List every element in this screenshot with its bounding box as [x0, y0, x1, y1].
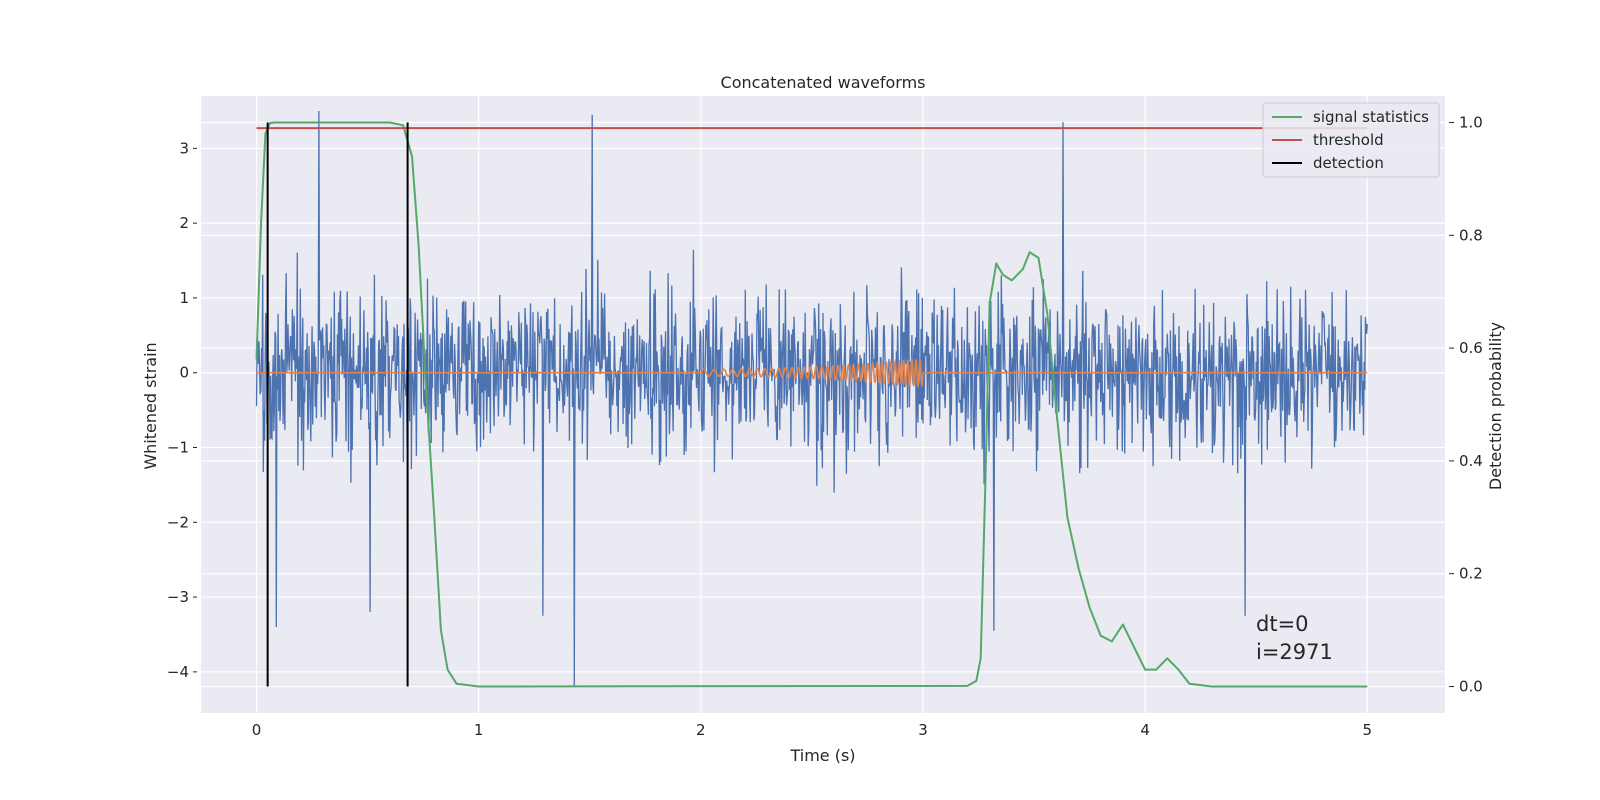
y-tick-label: −2 — [167, 513, 189, 531]
y-tick-label: 1 — [179, 289, 189, 307]
annotation-dt: dt=0 — [1256, 612, 1309, 636]
x-tick-label: 0 — [252, 721, 262, 739]
y2-axis-label: Detection probability — [1486, 322, 1505, 490]
y-tick-label: 3 — [179, 139, 189, 157]
legend: signal statistics threshold detection — [1262, 102, 1440, 178]
strain-noise-series — [255, 110, 1368, 687]
y-tick-label: 2 — [179, 214, 189, 232]
tick-labels: 0 1 2 3 4 5 −4 −3 −2 −1 0 1 2 3 0.0 0.2 0.4 0.6 0.8 1.0 — [167, 114, 1483, 739]
legend-box — [1262, 102, 1440, 178]
y2-tick-label: 0.4 — [1459, 452, 1483, 470]
x-tick-label: 4 — [1140, 721, 1150, 739]
y2-tick-label: 0.8 — [1459, 226, 1483, 244]
y-tick-label: −3 — [167, 588, 189, 606]
y2-tick-label: 1.0 — [1459, 114, 1483, 132]
y2-tick-label: 0.0 — [1459, 677, 1483, 695]
injected-chirp-series — [256, 357, 1368, 389]
y-tick-label: −1 — [167, 439, 189, 457]
legend-label-detection: detection — [1313, 154, 1384, 172]
detection-series — [255, 121, 1368, 688]
x-tick-label: 5 — [1362, 721, 1372, 739]
x-tick-label: 3 — [918, 721, 928, 739]
strain-noise-line — [255, 110, 1368, 687]
x-axis-label: Time (s) — [789, 746, 855, 765]
annotation-index: i=2971 — [1256, 640, 1333, 664]
y-tick-label: 0 — [179, 364, 189, 382]
x-tick-label: 1 — [474, 721, 484, 739]
legend-label-threshold: threshold — [1313, 131, 1384, 149]
y-axis-label: Whitened strain — [141, 342, 160, 469]
y2-tick-label: 0.6 — [1459, 339, 1483, 357]
chart-title: Concatenated waveforms — [721, 73, 926, 92]
y-tick-label: −4 — [167, 663, 189, 681]
y2-tick-label: 0.2 — [1459, 565, 1483, 583]
legend-label-signal-statistics: signal statistics — [1313, 108, 1429, 126]
signal-statistics-line — [255, 121, 1368, 688]
x-tick-label: 2 — [696, 721, 706, 739]
injected-chirp-line — [256, 357, 1368, 389]
